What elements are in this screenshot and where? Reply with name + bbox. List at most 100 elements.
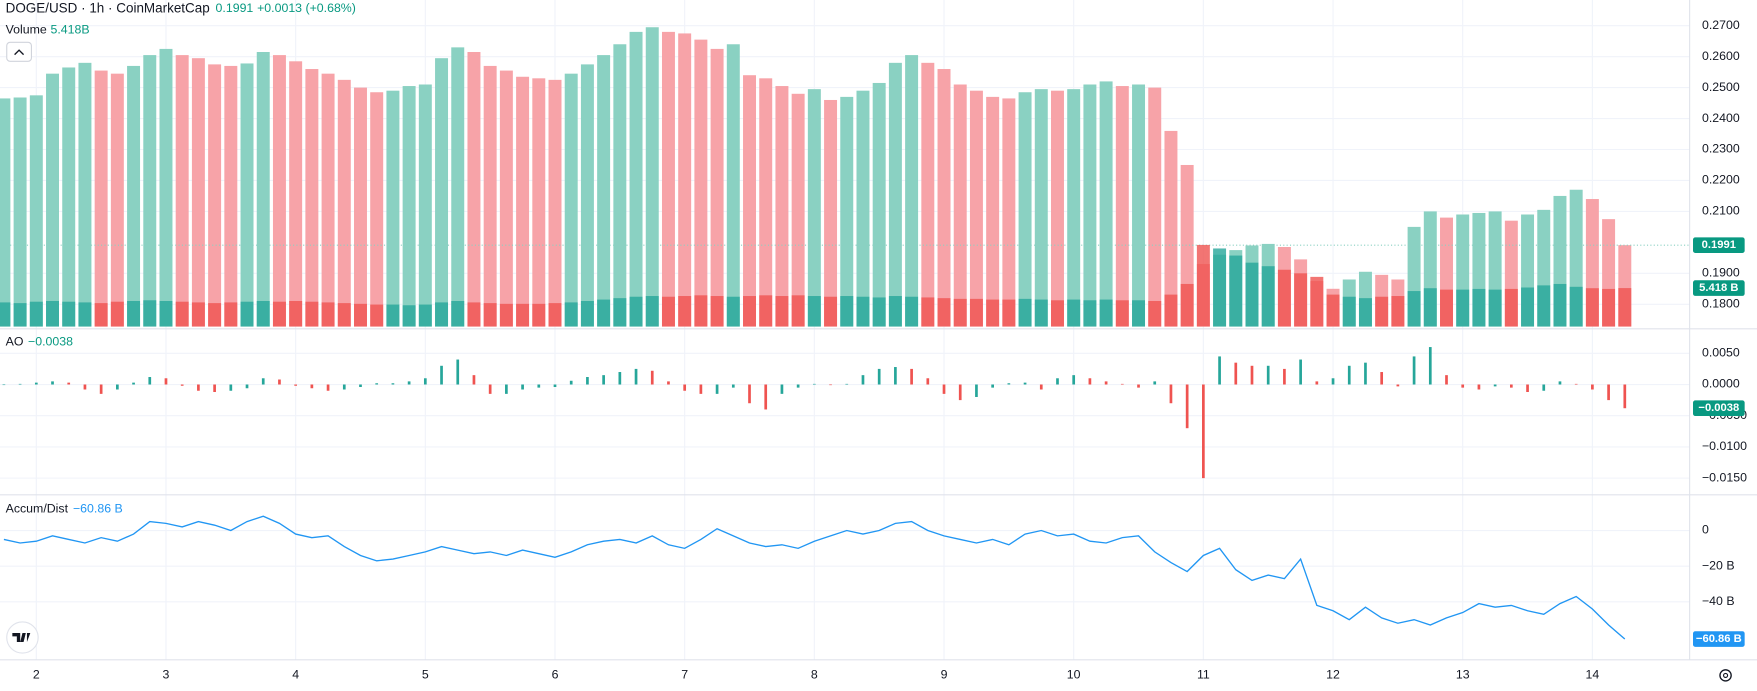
volume-bar bbox=[1504, 288, 1518, 327]
volume-bar bbox=[807, 296, 821, 327]
ao-bar bbox=[553, 384, 557, 388]
price-column bbox=[305, 69, 319, 327]
price-column bbox=[1099, 81, 1113, 327]
ao-bar bbox=[213, 384, 216, 392]
volume-bar bbox=[127, 300, 141, 327]
ao-bar bbox=[456, 359, 460, 385]
volume-bar bbox=[435, 302, 449, 327]
volume-bar bbox=[1294, 273, 1308, 327]
ao-badge-bg bbox=[1693, 400, 1745, 417]
price-column bbox=[1148, 87, 1162, 327]
price-column bbox=[629, 31, 643, 327]
price-change: +0.0013 (+0.68%) bbox=[257, 1, 356, 15]
volume-bar bbox=[1229, 255, 1243, 327]
price-column bbox=[159, 48, 173, 327]
ao-bar bbox=[1072, 375, 1076, 385]
price-column bbox=[467, 52, 481, 327]
volume-bar bbox=[969, 298, 983, 327]
x-tick-label: 8 bbox=[811, 668, 818, 682]
volume-bar bbox=[1585, 288, 1599, 327]
price-column bbox=[791, 93, 805, 327]
y-tick-label: 0.2100 bbox=[1702, 204, 1740, 218]
ao-bar bbox=[1542, 384, 1546, 391]
settings-button[interactable] bbox=[1719, 669, 1732, 682]
price-column bbox=[775, 86, 789, 327]
ao-bar bbox=[1396, 384, 1400, 387]
button-frame[interactable] bbox=[6, 41, 32, 62]
ao-bar bbox=[1023, 382, 1027, 385]
price-column bbox=[1164, 130, 1178, 327]
last-price: 0.1991 bbox=[216, 1, 254, 15]
volume-bar bbox=[1018, 298, 1032, 327]
volume-bar bbox=[483, 303, 497, 327]
price-column bbox=[402, 86, 416, 327]
ao-bar bbox=[67, 382, 71, 385]
volume-bar bbox=[143, 300, 157, 327]
ao-bar bbox=[812, 383, 816, 385]
ao-bar bbox=[1558, 381, 1562, 385]
volume-bar bbox=[548, 303, 562, 327]
volume-bar bbox=[791, 295, 805, 327]
volume-bar bbox=[1180, 283, 1194, 327]
ao-bar bbox=[1428, 347, 1432, 385]
ao-bar bbox=[1591, 384, 1594, 390]
price-column bbox=[953, 84, 967, 327]
volume-badge-bg bbox=[1693, 280, 1745, 296]
ao-bar bbox=[894, 367, 897, 385]
ao-bar bbox=[132, 382, 135, 385]
ao-bar bbox=[1266, 365, 1270, 385]
price-column bbox=[694, 39, 708, 327]
price-column bbox=[645, 27, 659, 327]
volume-bar bbox=[305, 301, 319, 327]
price-column bbox=[1132, 84, 1146, 327]
ao-bar bbox=[942, 384, 946, 394]
collapse-button[interactable] bbox=[6, 41, 32, 62]
volume-bar bbox=[1245, 262, 1259, 327]
ao-bar bbox=[342, 384, 346, 390]
volume-bar bbox=[1358, 298, 1372, 327]
price-column bbox=[661, 31, 675, 327]
ao-bar bbox=[1461, 384, 1465, 388]
ao-badge: −0.0038 bbox=[1698, 402, 1739, 414]
ao-bar bbox=[1169, 384, 1173, 404]
volume-bar bbox=[905, 296, 919, 327]
price-column bbox=[710, 48, 724, 327]
ao-bar bbox=[180, 384, 184, 386]
ao-bar bbox=[375, 383, 379, 385]
x-tick-label: 13 bbox=[1456, 668, 1470, 682]
price-column bbox=[337, 79, 351, 327]
x-tick-label: 12 bbox=[1326, 668, 1340, 682]
ao-bar bbox=[148, 377, 152, 385]
ao-bar bbox=[699, 384, 703, 394]
volume-bar bbox=[613, 298, 627, 327]
ao-bar bbox=[1120, 383, 1124, 385]
ao-bar bbox=[667, 381, 670, 385]
volume-bar bbox=[516, 303, 530, 327]
ao-bar bbox=[1283, 368, 1286, 385]
volume-bar bbox=[1067, 299, 1081, 327]
ao-bar bbox=[1509, 384, 1513, 388]
volume-bar bbox=[532, 303, 546, 327]
volume-bar bbox=[289, 300, 303, 327]
ao-bar bbox=[440, 365, 443, 385]
logo[interactable] bbox=[6, 621, 39, 654]
volume-bar bbox=[78, 302, 92, 327]
price-column bbox=[726, 44, 740, 327]
volume-bar bbox=[1002, 299, 1016, 327]
y-tick-label: −20 B bbox=[1702, 558, 1735, 572]
ao-bar bbox=[1007, 383, 1011, 385]
gear-icon[interactable] bbox=[1719, 669, 1732, 682]
volume-bar bbox=[321, 302, 335, 327]
x-tick-label: 7 bbox=[681, 668, 688, 682]
volume-bar bbox=[159, 300, 173, 327]
price-column bbox=[240, 63, 254, 327]
price-badge: 0.1991 bbox=[1702, 239, 1736, 251]
ao-bar bbox=[294, 384, 298, 386]
volume-bar bbox=[451, 300, 465, 327]
ao-bar bbox=[877, 368, 881, 385]
ao-bar bbox=[197, 384, 200, 391]
price-column bbox=[224, 65, 238, 327]
volume-bar bbox=[370, 304, 384, 327]
ao-bar bbox=[310, 384, 314, 389]
price-column bbox=[62, 67, 76, 327]
